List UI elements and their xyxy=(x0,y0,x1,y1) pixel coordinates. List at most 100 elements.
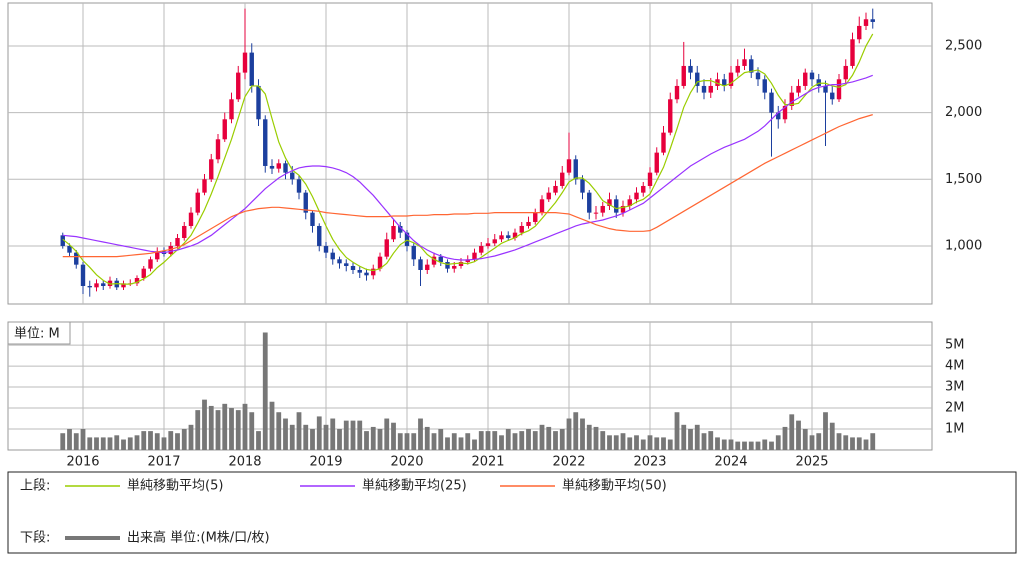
candle-body xyxy=(607,199,612,206)
candle-body xyxy=(722,79,727,86)
candle-body xyxy=(202,179,207,193)
volume-bar xyxy=(573,412,579,450)
volume-bar xyxy=(674,412,680,450)
volume-bar xyxy=(566,418,572,450)
candle-body xyxy=(546,192,551,200)
candle-body xyxy=(485,243,491,246)
volume-bar xyxy=(559,429,565,450)
candle-body xyxy=(101,283,106,286)
candle-body xyxy=(350,265,356,270)
candle-body xyxy=(371,268,376,276)
volume-bar xyxy=(748,441,754,450)
volume-bar xyxy=(222,403,228,450)
volume-bar xyxy=(269,401,275,450)
candle-body xyxy=(863,19,869,26)
volume-bar xyxy=(283,418,288,450)
candle-body xyxy=(168,245,173,254)
candle-body xyxy=(627,199,632,206)
volume-bar xyxy=(377,429,383,450)
volume-bar xyxy=(404,433,410,450)
volume-bar xyxy=(384,418,390,450)
volume-bar xyxy=(438,429,444,450)
candle-body xyxy=(458,261,464,266)
candle-body xyxy=(695,72,700,86)
candle-body xyxy=(836,79,842,100)
volume-bar xyxy=(289,424,295,450)
candle-body xyxy=(708,85,713,93)
candle-body xyxy=(107,280,113,286)
candle-body xyxy=(539,199,545,213)
volume-bar xyxy=(465,433,471,450)
volume-bar xyxy=(168,431,174,450)
volume-bar xyxy=(316,416,322,450)
candle-body xyxy=(769,92,774,113)
volume-bar xyxy=(762,439,768,450)
volume-bar xyxy=(370,426,376,450)
legend-box xyxy=(7,471,1017,554)
volume-bar xyxy=(823,412,828,450)
candle-body xyxy=(762,79,767,93)
y-tick-label: 1,000 xyxy=(945,238,982,253)
volume-bar xyxy=(67,429,72,450)
volume-bar xyxy=(492,431,498,450)
candle-body xyxy=(587,192,592,213)
candle-body xyxy=(674,85,680,100)
volume-bar xyxy=(735,441,741,450)
candle-body xyxy=(560,172,565,186)
candle-body xyxy=(573,159,578,180)
candle-body xyxy=(701,85,707,93)
volume-bar xyxy=(708,431,714,450)
candle-body xyxy=(94,283,99,288)
volume-bar xyxy=(586,424,592,450)
volume-bar xyxy=(60,433,66,450)
candle-body xyxy=(796,85,801,93)
volume-bar xyxy=(249,412,255,450)
candle-body xyxy=(850,39,855,66)
candle-body xyxy=(364,272,369,276)
candle-body xyxy=(283,163,288,173)
candle-body xyxy=(269,165,275,169)
candle-body xyxy=(384,239,389,257)
candle-body xyxy=(222,119,227,140)
candle-body xyxy=(148,259,153,269)
candle-body xyxy=(303,192,308,213)
candle-body xyxy=(600,205,605,213)
volume-bar xyxy=(411,433,417,450)
volume-bar xyxy=(100,437,106,450)
candle-body xyxy=(229,99,234,120)
volume-bar xyxy=(154,433,160,450)
x-tick-label: 2025 xyxy=(795,455,828,470)
volume-bar xyxy=(215,410,221,450)
candle-body xyxy=(337,259,342,264)
volume-bar xyxy=(789,414,795,450)
candle-body xyxy=(195,192,200,213)
candle-body xyxy=(256,85,261,120)
candle-body xyxy=(614,199,619,213)
candle-body xyxy=(465,259,470,262)
candle-body xyxy=(782,105,788,120)
volume-bar xyxy=(188,424,194,450)
candle-body xyxy=(263,119,268,166)
y-tick-label: 5M xyxy=(945,338,965,353)
candle-body xyxy=(843,65,848,80)
legend-label: 単純移動平均(50) xyxy=(562,478,667,494)
volume-bar xyxy=(127,437,133,450)
volume-bar xyxy=(505,429,511,450)
volume-bar xyxy=(613,435,619,450)
volume-bar xyxy=(802,429,808,450)
candle-body xyxy=(526,221,531,226)
volume-bar xyxy=(775,435,781,450)
volume-bar xyxy=(769,441,774,450)
candle-body xyxy=(803,72,808,86)
candle-body xyxy=(681,65,686,86)
y-tick-label: 2,500 xyxy=(945,38,982,53)
candle-body xyxy=(209,159,214,180)
volume-bar xyxy=(391,422,396,450)
moving-average-line xyxy=(62,114,873,258)
candle-body xyxy=(310,212,315,226)
volume-bar xyxy=(532,431,538,450)
volume-bar xyxy=(809,435,815,450)
candle-body xyxy=(330,252,335,260)
volume-bar xyxy=(424,426,430,450)
volume-bar xyxy=(728,439,734,450)
